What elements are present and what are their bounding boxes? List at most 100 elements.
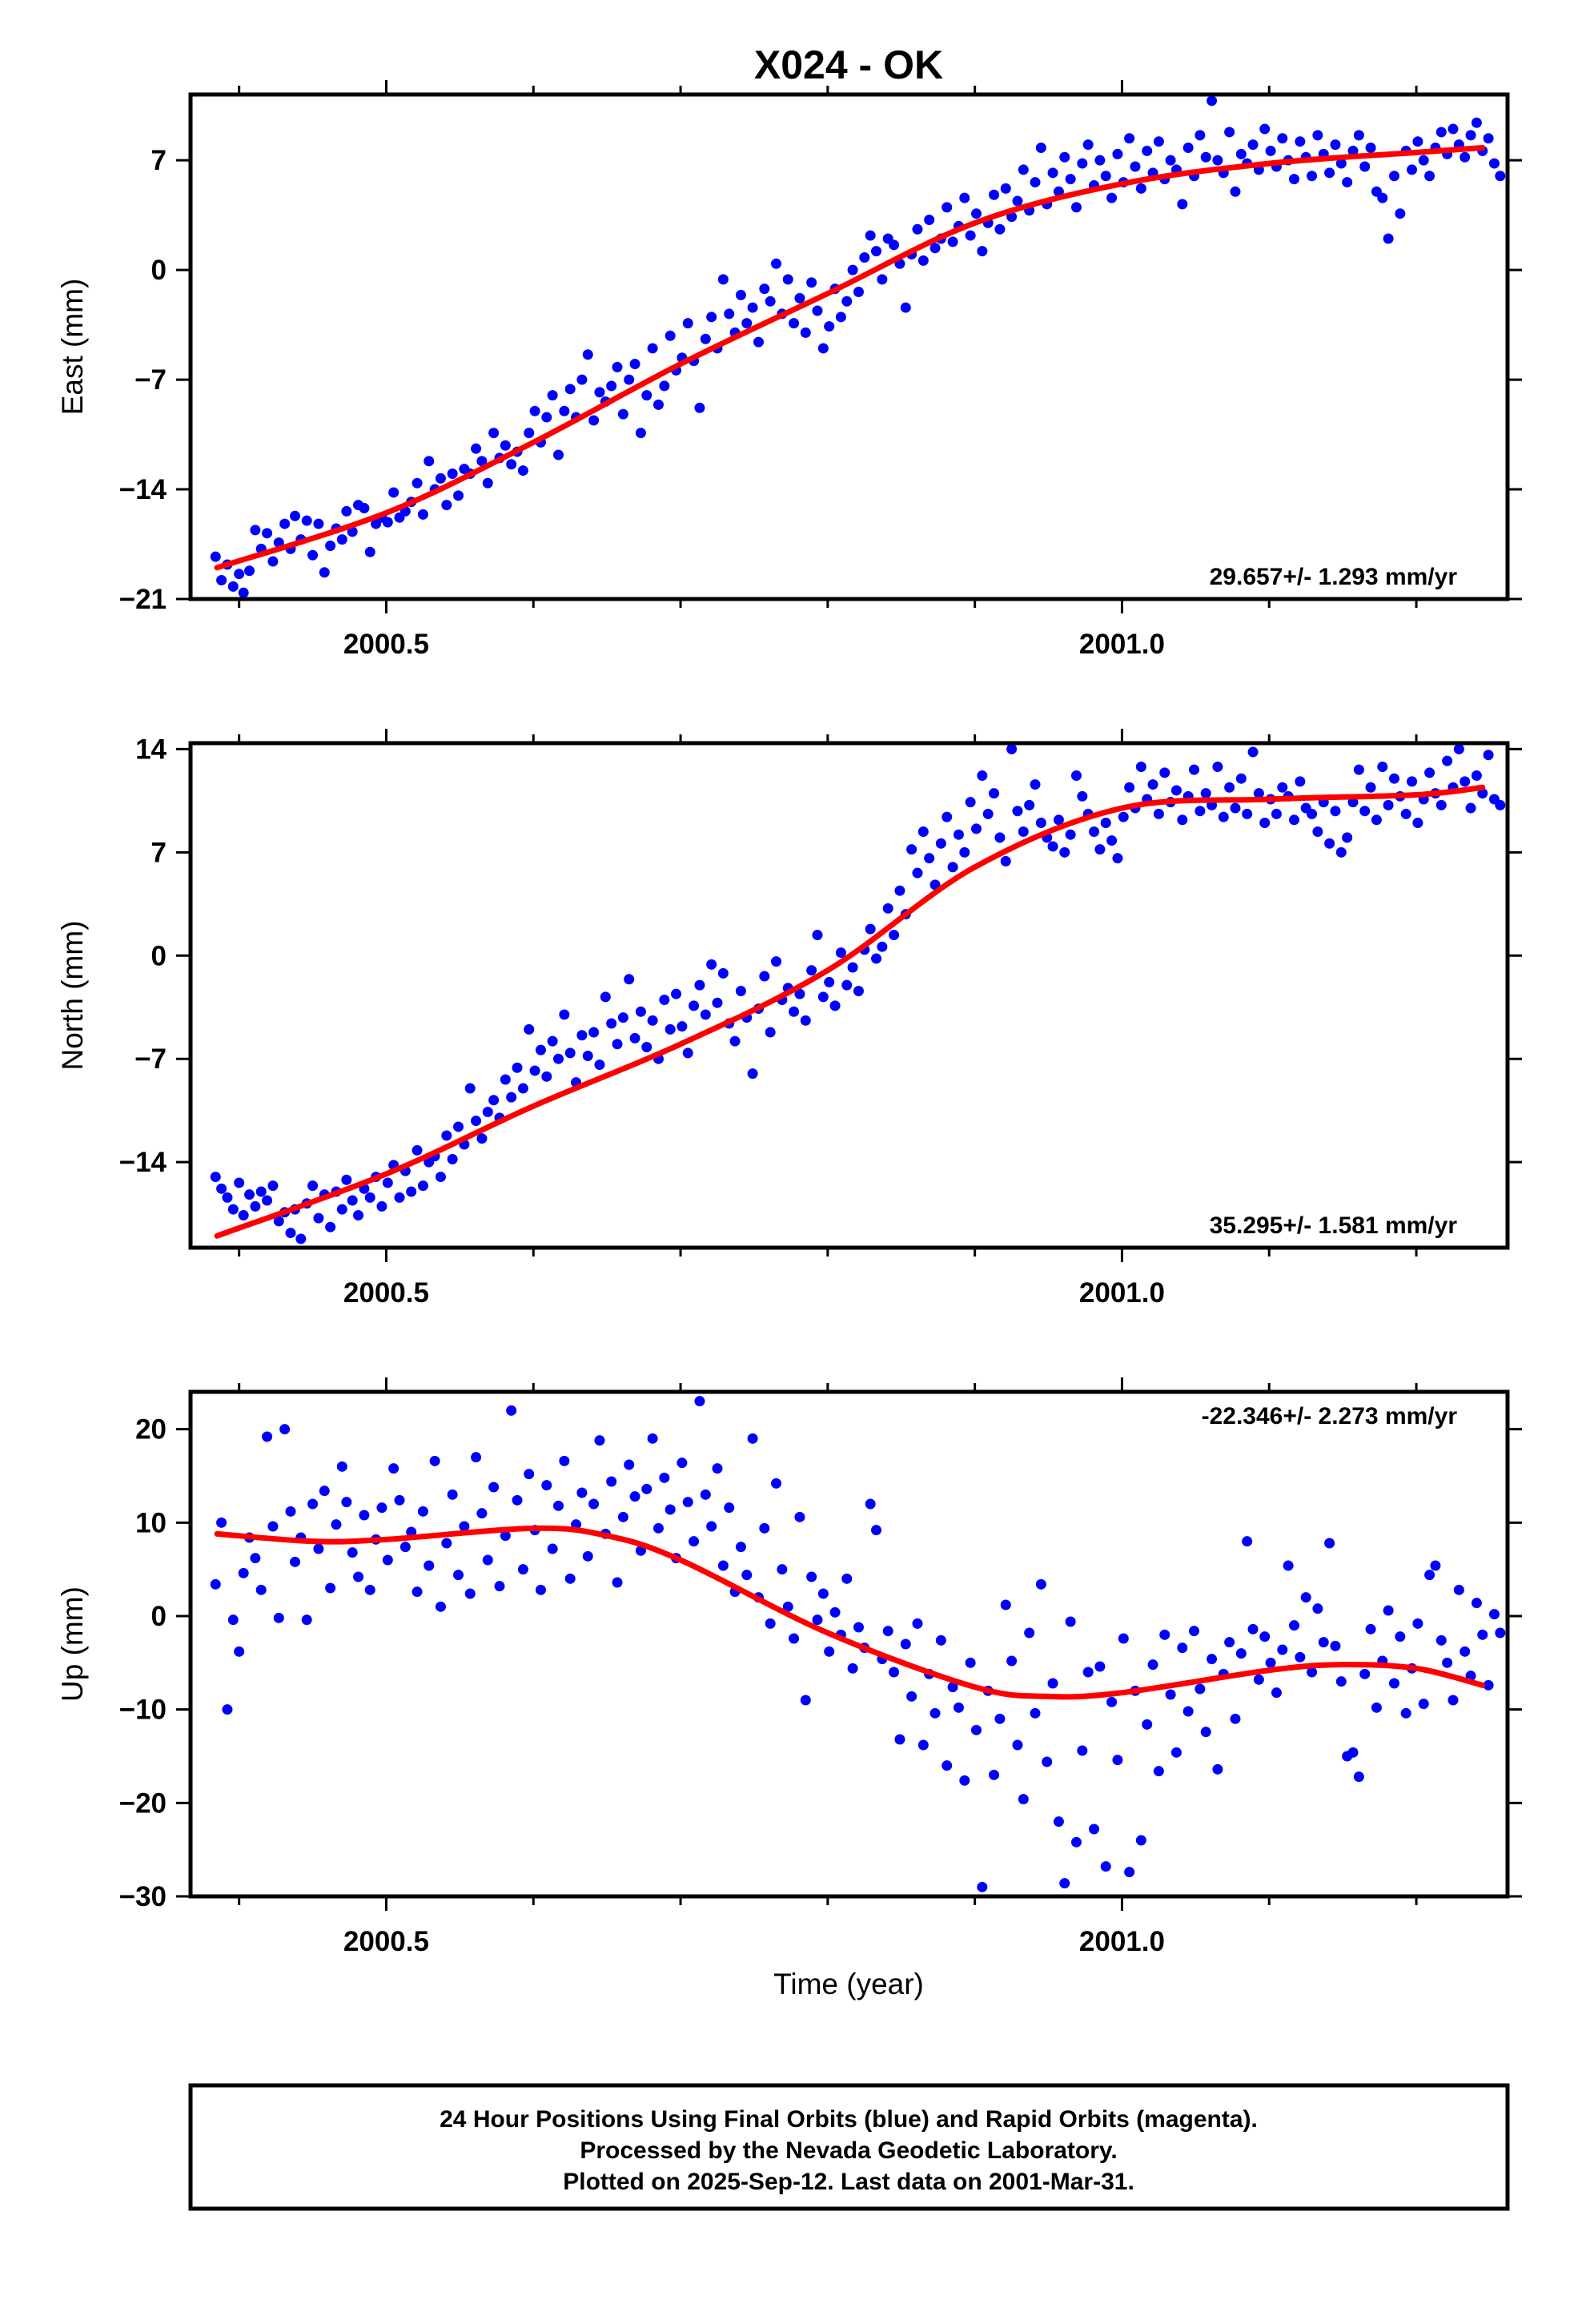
east-data-point xyxy=(1312,130,1323,141)
east-data-point xyxy=(1347,145,1359,156)
footer-box: 24 Hour Positions Using Final Orbits (bl… xyxy=(188,2083,1510,2211)
up-data-point xyxy=(741,1570,753,1581)
east-data-point xyxy=(547,390,558,401)
up-data-point xyxy=(435,1601,446,1612)
up-data-point xyxy=(847,1663,858,1674)
north-data-point xyxy=(947,862,958,873)
east-data-point xyxy=(517,465,528,476)
north-data-point xyxy=(953,829,964,840)
north-data-point xyxy=(1365,782,1376,793)
north-data-point xyxy=(406,1186,417,1197)
east-data-point xyxy=(1288,174,1299,185)
east-data-point xyxy=(1412,136,1423,147)
north-rate-label: 35.295+/- 1.581 mm/yr xyxy=(1210,1212,1458,1239)
east-data-point xyxy=(1324,167,1335,179)
north-data-point xyxy=(1483,750,1494,761)
up-data-point xyxy=(388,1463,400,1474)
north-data-point xyxy=(894,885,905,896)
east-data-point xyxy=(1330,139,1341,151)
north-data-point xyxy=(1324,838,1335,849)
up-y-tick-label: −30 xyxy=(119,1881,167,1912)
north-data-point xyxy=(671,988,682,999)
north-data-point xyxy=(906,844,917,855)
north-data-point xyxy=(1000,855,1011,866)
north-data-point xyxy=(1412,817,1423,828)
east-data-point xyxy=(824,321,835,332)
east-data-point xyxy=(1142,145,1153,156)
up-data-point xyxy=(1295,1651,1306,1663)
up-data-point xyxy=(652,1522,664,1534)
east-data-point xyxy=(617,408,628,420)
north-data-point xyxy=(665,1023,676,1035)
east-data-point xyxy=(582,349,593,360)
east-data-point xyxy=(234,569,245,580)
north-data-point xyxy=(1094,844,1106,855)
east-data-point xyxy=(606,380,617,392)
east-data-point xyxy=(1165,155,1176,166)
north-data-point xyxy=(1030,779,1041,790)
up-data-point xyxy=(1277,1644,1288,1655)
north-data-point xyxy=(882,903,893,914)
up-rate-label: -22.346+/- 2.273 mm/yr xyxy=(1202,1403,1458,1429)
north-data-point xyxy=(441,1130,452,1141)
north-y-tick-label: 0 xyxy=(151,940,167,971)
up-data-point xyxy=(1430,1560,1441,1571)
north-data-point xyxy=(659,995,670,1006)
east-data-point xyxy=(1460,151,1471,163)
up-y-tick-label: −10 xyxy=(119,1695,167,1726)
north-data-point xyxy=(689,1000,700,1011)
east-y-tick-label: 7 xyxy=(151,145,167,176)
east-data-point xyxy=(853,287,864,298)
east-data-point xyxy=(706,312,717,323)
east-y-tick-label: −14 xyxy=(119,474,167,505)
east-data-point xyxy=(1359,161,1371,172)
east-data-point xyxy=(924,215,935,226)
east-data-point xyxy=(1307,171,1318,182)
up-data-point xyxy=(841,1573,853,1584)
up-data-point xyxy=(1312,1603,1323,1614)
up-data-point xyxy=(341,1497,352,1508)
up-data-point xyxy=(1170,1747,1182,1758)
east-y-tick-label: −21 xyxy=(119,584,167,615)
up-data-point xyxy=(273,1612,284,1623)
east-data-point xyxy=(227,581,239,592)
north-data-point xyxy=(1047,841,1058,852)
east-data-point xyxy=(1395,208,1406,219)
up-data-point xyxy=(942,1760,953,1771)
up-data-point xyxy=(382,1554,393,1566)
north-y-tick-label: 7 xyxy=(151,837,167,868)
up-data-point xyxy=(1383,1605,1394,1616)
up-data-point xyxy=(1147,1659,1158,1671)
east-data-point xyxy=(424,456,435,467)
north-data-point xyxy=(1218,811,1229,822)
north-data-point xyxy=(1200,788,1211,799)
north-data-point xyxy=(889,929,900,940)
north-data-point xyxy=(244,1189,255,1200)
east-data-point xyxy=(488,428,500,439)
north-data-point xyxy=(1035,817,1046,828)
up-data-point xyxy=(1359,1668,1371,1679)
up-data-point xyxy=(1042,1756,1053,1767)
north-plot-frame xyxy=(188,741,1510,1250)
north-fit-line xyxy=(214,784,1486,1239)
north-data-point xyxy=(982,808,994,819)
east-data-point xyxy=(994,223,1006,235)
up-data-point xyxy=(647,1433,658,1444)
up-data-point xyxy=(1142,1719,1153,1730)
up-data-point xyxy=(1047,1678,1058,1689)
up-data-point xyxy=(1082,1667,1094,1678)
up-data-point xyxy=(694,1396,705,1407)
up-data-point xyxy=(1153,1766,1164,1777)
east-points xyxy=(210,95,1506,598)
east-data-point xyxy=(1447,123,1459,135)
up-data-point xyxy=(441,1538,452,1549)
up-data-point xyxy=(1418,1699,1429,1710)
up-data-point xyxy=(1094,1661,1106,1672)
up-data-point xyxy=(412,1586,423,1598)
east-data-point xyxy=(900,302,911,313)
north-data-point xyxy=(847,962,858,973)
east-y-tick-label: 0 xyxy=(151,255,167,286)
north-data-point xyxy=(794,988,805,999)
east-data-point xyxy=(789,318,800,329)
up-x-tick-label: 2001.0 xyxy=(1079,1926,1165,1957)
